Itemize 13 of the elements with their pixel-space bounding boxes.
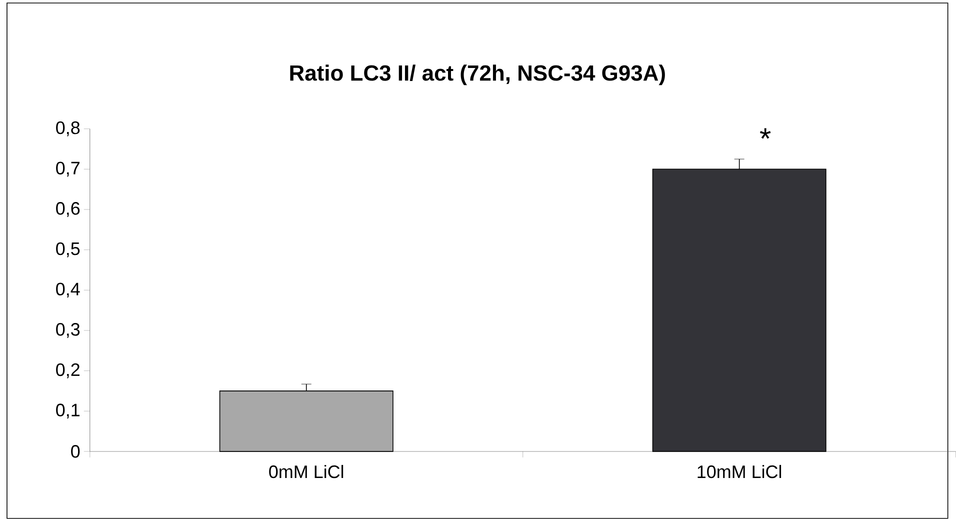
- y-tick-label: 0,2: [56, 363, 80, 378]
- y-tick-label: 0,1: [56, 404, 80, 418]
- y-tick-label: 0,6: [56, 202, 80, 217]
- y-tick-label: 0,5: [56, 242, 80, 258]
- annotation: *: [760, 128, 771, 139]
- y-tick-label: 0,7: [56, 162, 80, 176]
- y-tick-label: 0,3: [56, 322, 80, 338]
- y-tick-label: 0,4: [56, 282, 80, 298]
- y-tick-label: 0,8: [56, 121, 80, 136]
- y-tick-label: 0: [71, 444, 80, 458]
- chart-title: Ratio LC3 II/ act (72h, NSC-34 G93A): [290, 64, 665, 85]
- x-tick-label: 10mM LiCl: [698, 464, 782, 478]
- x-tick-label: 0mM LiCl: [269, 464, 344, 478]
